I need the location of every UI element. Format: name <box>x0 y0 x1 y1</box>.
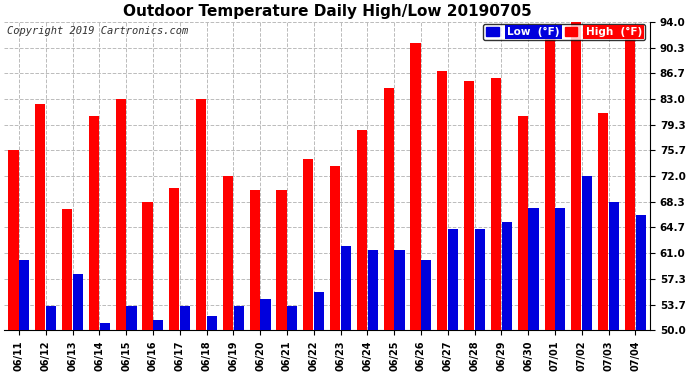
Bar <box>330 166 340 330</box>
Title: Outdoor Temperature Daily High/Low 20190705: Outdoor Temperature Daily High/Low 20190… <box>123 4 531 19</box>
Bar <box>421 260 431 330</box>
Bar <box>260 299 270 330</box>
Bar <box>223 176 233 330</box>
Bar <box>116 99 126 330</box>
Bar <box>169 188 179 330</box>
Bar <box>153 320 164 330</box>
Bar <box>277 190 286 330</box>
Bar <box>464 81 474 330</box>
Bar <box>384 88 394 330</box>
Bar <box>341 246 351 330</box>
Text: Copyright 2019 Cartronics.com: Copyright 2019 Cartronics.com <box>8 26 188 36</box>
Bar <box>89 117 99 330</box>
Bar <box>529 208 539 330</box>
Bar <box>448 229 458 330</box>
Bar <box>35 104 46 330</box>
Bar <box>598 113 609 330</box>
Bar <box>437 71 448 330</box>
Bar <box>46 306 56 330</box>
Bar <box>196 99 206 330</box>
Bar <box>142 202 152 330</box>
Bar <box>62 209 72 330</box>
Bar <box>544 39 555 330</box>
Bar <box>126 306 137 330</box>
Bar <box>475 229 485 330</box>
Bar <box>635 215 646 330</box>
Bar <box>180 306 190 330</box>
Bar <box>287 306 297 330</box>
Bar <box>518 117 528 330</box>
Bar <box>357 130 367 330</box>
Bar <box>250 190 260 330</box>
Bar <box>491 78 501 330</box>
Bar <box>19 260 30 330</box>
Bar <box>609 202 619 330</box>
Bar <box>555 208 565 330</box>
Bar <box>571 22 582 330</box>
Bar <box>368 250 378 330</box>
Legend: Low  (°F), High  (°F): Low (°F), High (°F) <box>483 24 645 40</box>
Bar <box>625 25 635 330</box>
Bar <box>411 43 421 330</box>
Bar <box>395 250 404 330</box>
Bar <box>314 292 324 330</box>
Bar <box>99 324 110 330</box>
Bar <box>582 176 592 330</box>
Bar <box>8 150 19 330</box>
Bar <box>234 306 244 330</box>
Bar <box>72 274 83 330</box>
Bar <box>304 159 313 330</box>
Bar <box>502 222 512 330</box>
Bar <box>207 316 217 330</box>
